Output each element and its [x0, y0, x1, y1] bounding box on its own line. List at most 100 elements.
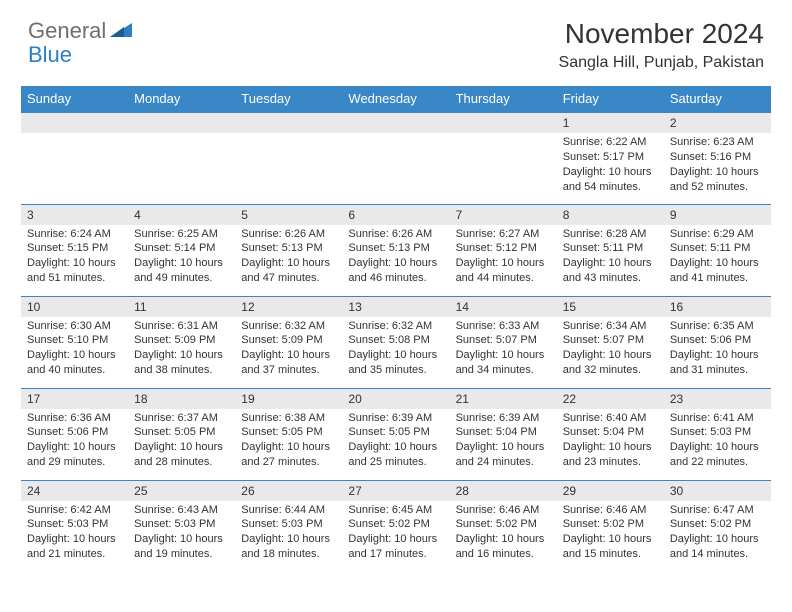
day-content: Sunrise: 6:36 AMSunset: 5:06 PMDaylight:… [21, 409, 128, 474]
day-number: 12 [235, 297, 342, 317]
sunrise-text: Sunrise: 6:26 AM [241, 227, 336, 242]
daylight-text: Daylight: 10 hours and 35 minutes. [348, 348, 443, 378]
day-content: Sunrise: 6:45 AMSunset: 5:02 PMDaylight:… [342, 501, 449, 566]
day-number: 9 [664, 205, 771, 225]
day-number: 20 [342, 389, 449, 409]
day-cell: 8Sunrise: 6:28 AMSunset: 5:11 PMDaylight… [557, 204, 664, 296]
day-cell: 5Sunrise: 6:26 AMSunset: 5:13 PMDaylight… [235, 204, 342, 296]
sunrise-text: Sunrise: 6:22 AM [563, 135, 658, 150]
sunrise-text: Sunrise: 6:38 AM [241, 411, 336, 426]
day-number: 6 [342, 205, 449, 225]
sunset-text: Sunset: 5:12 PM [456, 241, 551, 256]
sunset-text: Sunset: 5:04 PM [563, 425, 658, 440]
day-cell: 11Sunrise: 6:31 AMSunset: 5:09 PMDayligh… [128, 296, 235, 388]
day-cell: 1Sunrise: 6:22 AMSunset: 5:17 PMDaylight… [557, 112, 664, 204]
daylight-text: Daylight: 10 hours and 16 minutes. [456, 532, 551, 562]
day-number: 4 [128, 205, 235, 225]
sunrise-text: Sunrise: 6:36 AM [27, 411, 122, 426]
day-number: 7 [450, 205, 557, 225]
week-row: 3Sunrise: 6:24 AMSunset: 5:15 PMDaylight… [21, 204, 771, 296]
day-number [342, 113, 449, 133]
sunset-text: Sunset: 5:04 PM [456, 425, 551, 440]
logo-text-blue: Blue [28, 42, 72, 67]
sunrise-text: Sunrise: 6:40 AM [563, 411, 658, 426]
day-content: Sunrise: 6:24 AMSunset: 5:15 PMDaylight:… [21, 225, 128, 290]
day-content: Sunrise: 6:32 AMSunset: 5:09 PMDaylight:… [235, 317, 342, 382]
day-number: 16 [664, 297, 771, 317]
day-number: 30 [664, 481, 771, 501]
day-number: 5 [235, 205, 342, 225]
daylight-text: Daylight: 10 hours and 14 minutes. [670, 532, 765, 562]
day-content: Sunrise: 6:29 AMSunset: 5:11 PMDaylight:… [664, 225, 771, 290]
day-content: Sunrise: 6:39 AMSunset: 5:05 PMDaylight:… [342, 409, 449, 474]
week-row: 10Sunrise: 6:30 AMSunset: 5:10 PMDayligh… [21, 296, 771, 388]
sunset-text: Sunset: 5:02 PM [563, 517, 658, 532]
day-cell [128, 112, 235, 204]
day-cell [21, 112, 128, 204]
sunrise-text: Sunrise: 6:42 AM [27, 503, 122, 518]
day-cell: 14Sunrise: 6:33 AMSunset: 5:07 PMDayligh… [450, 296, 557, 388]
day-content: Sunrise: 6:25 AMSunset: 5:14 PMDaylight:… [128, 225, 235, 290]
sunset-text: Sunset: 5:13 PM [348, 241, 443, 256]
weekday-header: Thursday [450, 86, 557, 112]
day-content: Sunrise: 6:46 AMSunset: 5:02 PMDaylight:… [557, 501, 664, 566]
day-cell: 20Sunrise: 6:39 AMSunset: 5:05 PMDayligh… [342, 388, 449, 480]
day-content: Sunrise: 6:41 AMSunset: 5:03 PMDaylight:… [664, 409, 771, 474]
sunrise-text: Sunrise: 6:39 AM [348, 411, 443, 426]
sunrise-text: Sunrise: 6:34 AM [563, 319, 658, 334]
sunset-text: Sunset: 5:03 PM [241, 517, 336, 532]
sunrise-text: Sunrise: 6:44 AM [241, 503, 336, 518]
day-cell: 12Sunrise: 6:32 AMSunset: 5:09 PMDayligh… [235, 296, 342, 388]
day-number: 22 [557, 389, 664, 409]
day-content: Sunrise: 6:44 AMSunset: 5:03 PMDaylight:… [235, 501, 342, 566]
day-cell: 22Sunrise: 6:40 AMSunset: 5:04 PMDayligh… [557, 388, 664, 480]
day-content: Sunrise: 6:47 AMSunset: 5:02 PMDaylight:… [664, 501, 771, 566]
sunset-text: Sunset: 5:03 PM [27, 517, 122, 532]
day-cell: 7Sunrise: 6:27 AMSunset: 5:12 PMDaylight… [450, 204, 557, 296]
sunset-text: Sunset: 5:08 PM [348, 333, 443, 348]
day-content: Sunrise: 6:22 AMSunset: 5:17 PMDaylight:… [557, 133, 664, 198]
day-content: Sunrise: 6:40 AMSunset: 5:04 PMDaylight:… [557, 409, 664, 474]
day-cell: 17Sunrise: 6:36 AMSunset: 5:06 PMDayligh… [21, 388, 128, 480]
day-content: Sunrise: 6:46 AMSunset: 5:02 PMDaylight:… [450, 501, 557, 566]
day-number [21, 113, 128, 133]
weekday-header: Saturday [664, 86, 771, 112]
day-content: Sunrise: 6:39 AMSunset: 5:04 PMDaylight:… [450, 409, 557, 474]
weekday-header: Monday [128, 86, 235, 112]
weekday-header: Sunday [21, 86, 128, 112]
calendar-body: 1Sunrise: 6:22 AMSunset: 5:17 PMDaylight… [21, 112, 771, 572]
day-cell: 9Sunrise: 6:29 AMSunset: 5:11 PMDaylight… [664, 204, 771, 296]
day-number: 15 [557, 297, 664, 317]
sunset-text: Sunset: 5:06 PM [670, 333, 765, 348]
sunrise-text: Sunrise: 6:32 AM [348, 319, 443, 334]
day-number: 19 [235, 389, 342, 409]
daylight-text: Daylight: 10 hours and 54 minutes. [563, 165, 658, 195]
day-number: 11 [128, 297, 235, 317]
sunrise-text: Sunrise: 6:45 AM [348, 503, 443, 518]
day-cell: 10Sunrise: 6:30 AMSunset: 5:10 PMDayligh… [21, 296, 128, 388]
sunset-text: Sunset: 5:16 PM [670, 150, 765, 165]
sunset-text: Sunset: 5:02 PM [670, 517, 765, 532]
sunset-text: Sunset: 5:03 PM [670, 425, 765, 440]
daylight-text: Daylight: 10 hours and 40 minutes. [27, 348, 122, 378]
day-content: Sunrise: 6:28 AMSunset: 5:11 PMDaylight:… [557, 225, 664, 290]
daylight-text: Daylight: 10 hours and 31 minutes. [670, 348, 765, 378]
header: General November 2024 Sangla Hill, Punja… [0, 0, 792, 80]
day-content: Sunrise: 6:42 AMSunset: 5:03 PMDaylight:… [21, 501, 128, 566]
day-content: Sunrise: 6:26 AMSunset: 5:13 PMDaylight:… [235, 225, 342, 290]
day-number: 25 [128, 481, 235, 501]
day-cell: 19Sunrise: 6:38 AMSunset: 5:05 PMDayligh… [235, 388, 342, 480]
daylight-text: Daylight: 10 hours and 34 minutes. [456, 348, 551, 378]
sunrise-text: Sunrise: 6:26 AM [348, 227, 443, 242]
sunset-text: Sunset: 5:09 PM [134, 333, 229, 348]
week-row: 24Sunrise: 6:42 AMSunset: 5:03 PMDayligh… [21, 480, 771, 572]
sunrise-text: Sunrise: 6:25 AM [134, 227, 229, 242]
logo: General [28, 18, 134, 44]
day-content [128, 133, 235, 193]
sunrise-text: Sunrise: 6:29 AM [670, 227, 765, 242]
day-content: Sunrise: 6:38 AMSunset: 5:05 PMDaylight:… [235, 409, 342, 474]
day-number: 23 [664, 389, 771, 409]
sunrise-text: Sunrise: 6:27 AM [456, 227, 551, 242]
sunset-text: Sunset: 5:09 PM [241, 333, 336, 348]
weekday-header: Wednesday [342, 86, 449, 112]
